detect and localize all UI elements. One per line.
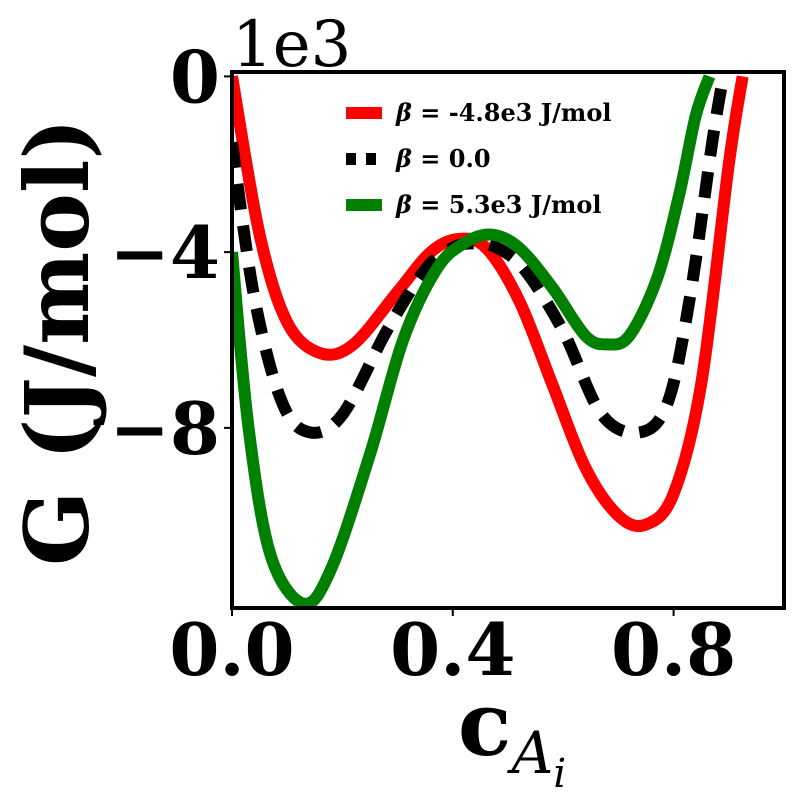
y-tick-label: −4 <box>110 210 220 295</box>
legend-beta-symbol: β <box>395 190 412 219</box>
series-line-2 <box>232 75 730 439</box>
legend-label-2: β = 0.0 <box>395 144 491 173</box>
legend-label-text: = -4.8e3 J/mol <box>412 98 612 127</box>
x-axis-label-subsub: i <box>553 751 566 797</box>
y-tick-label: −8 <box>110 386 220 471</box>
legend-beta-symbol: β <box>395 98 412 127</box>
y-tick-label: 0 <box>170 34 220 119</box>
legend-label-text: = 0.0 <box>412 144 491 173</box>
x-tick-label: 0.8 <box>611 607 736 692</box>
x-axis-label: cAi <box>458 672 566 797</box>
plot-area <box>232 72 784 608</box>
legend-label-text: = 5.3e3 J/mol <box>412 190 602 219</box>
legend-label-3: β = 5.3e3 J/mol <box>395 190 601 219</box>
x-tick-label: 0.4 <box>390 607 515 692</box>
y-axis-ticks: 0 −4 −8 <box>110 34 232 471</box>
x-axis-label-main: c <box>458 672 512 776</box>
legend-label-1: β = -4.8e3 J/mol <box>395 98 611 127</box>
y-axis-label: G (J/mol) <box>5 118 109 566</box>
plot-frame <box>230 70 786 610</box>
series-group <box>232 74 749 608</box>
x-axis-label-sub: A <box>506 719 553 787</box>
series-line-1 <box>232 75 749 533</box>
y-offset-text: 1e3 <box>232 8 351 82</box>
legend-beta-symbol: β <box>395 144 412 173</box>
series-line-3 <box>232 74 716 608</box>
x-tick-label: 0.0 <box>169 607 294 692</box>
x-axis-ticks: 0.0 0.4 0.8 <box>169 607 736 692</box>
